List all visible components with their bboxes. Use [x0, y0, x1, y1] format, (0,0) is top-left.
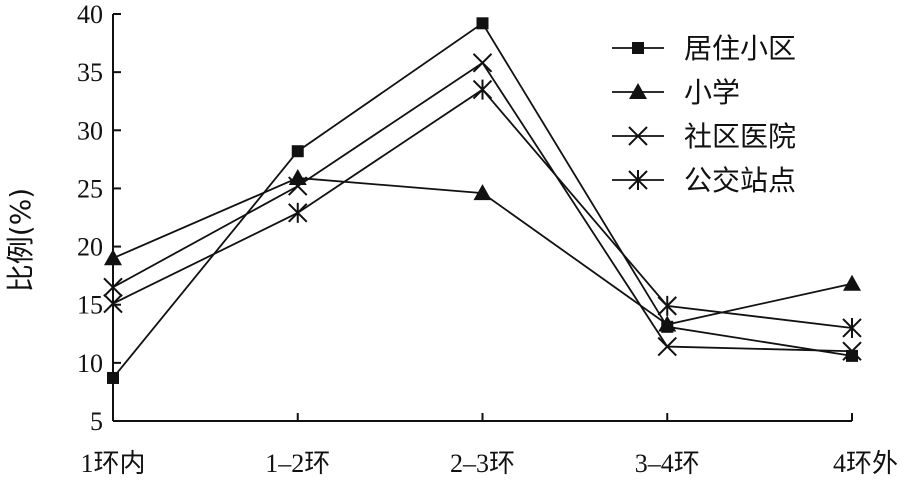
- series-1: [107, 17, 858, 384]
- x-tick-label: 4环外: [833, 449, 898, 478]
- y-tick-label: 5: [90, 407, 103, 436]
- data-point: [291, 145, 304, 158]
- legend-label: 小学: [684, 76, 740, 109]
- y-tick-label: 40: [77, 0, 103, 29]
- data-point: [842, 341, 862, 361]
- axes: 5 10 15 20 25 30 35 40 1环内 1–2环 2–3环 3–4环 4环外: [77, 0, 898, 478]
- series-4: [103, 79, 862, 338]
- y-tick-label: 15: [77, 291, 103, 320]
- series-2: [104, 168, 861, 332]
- y-axis-label: 比例(%): [4, 188, 37, 292]
- y-tick-label: 10: [77, 349, 103, 378]
- data-point: [104, 249, 122, 266]
- x-tick-label: 3–4环: [635, 449, 700, 478]
- legend-marker: [628, 126, 648, 146]
- series-line: [112, 22, 853, 379]
- data-point: [472, 79, 493, 100]
- y-tick-label: 20: [77, 233, 103, 262]
- data-point: [103, 293, 123, 314]
- data-point: [657, 295, 677, 316]
- legend-marker: [629, 83, 647, 99]
- data-point: [473, 184, 492, 201]
- data-point: [842, 317, 862, 338]
- legend-label: 公交站点: [684, 164, 796, 197]
- legend-marker: [628, 170, 648, 190]
- x-tick-label: 1环内: [80, 449, 145, 478]
- data-point: [103, 277, 123, 297]
- x-tick-label: 2–3环: [450, 449, 515, 478]
- y-tick-label: 25: [77, 174, 103, 203]
- series-layer: [103, 17, 862, 384]
- y-tick-label: 30: [77, 116, 103, 145]
- data-point: [288, 202, 308, 223]
- legend-item: 小学: [612, 76, 740, 109]
- legend-item: 公交站点: [612, 164, 796, 197]
- data-point: [107, 371, 119, 384]
- y-tick-label: 35: [77, 58, 103, 87]
- series-3: [103, 53, 862, 361]
- data-point: [476, 17, 489, 30]
- data-point: [843, 274, 861, 291]
- legend-marker: [632, 42, 644, 54]
- legend-item: 社区医院: [612, 120, 796, 153]
- legend-label: 居住小区: [684, 32, 796, 65]
- legend-label: 社区医院: [684, 120, 796, 153]
- data-point: [657, 336, 677, 357]
- data-point: [658, 315, 677, 332]
- data-point: [288, 176, 308, 196]
- x-tick-label: 1–2环: [265, 449, 330, 478]
- data-point: [472, 53, 493, 73]
- legend-item: 居住小区: [612, 32, 796, 65]
